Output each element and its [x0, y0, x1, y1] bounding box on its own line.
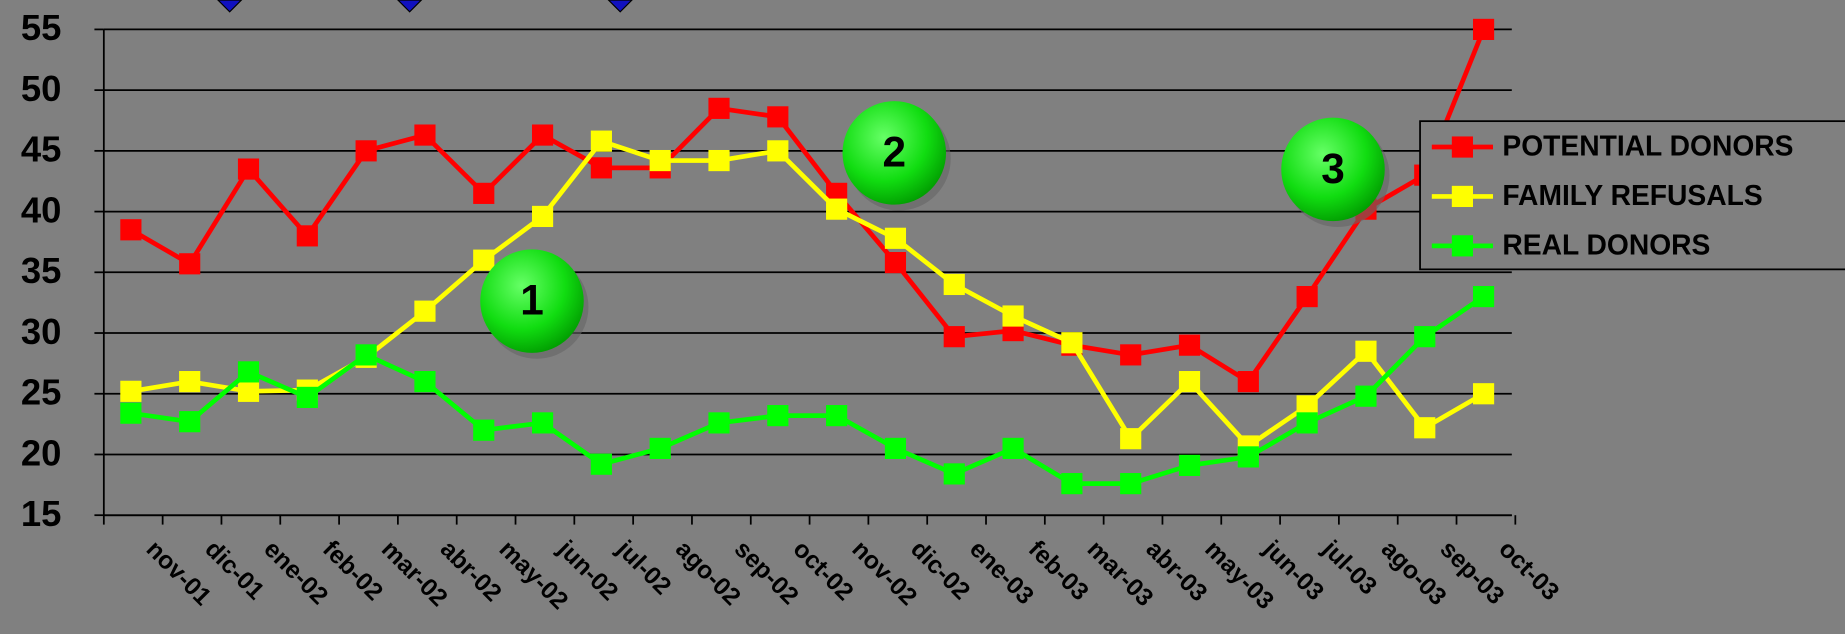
series-marker [1061, 332, 1083, 354]
legend-label: POTENTIAL DONORS [1502, 130, 1793, 162]
series-marker [414, 124, 436, 146]
y-tick-label: 55 [21, 7, 62, 48]
legend-swatch-marker [1451, 136, 1473, 158]
series-marker [1296, 412, 1318, 434]
series-marker [237, 380, 260, 402]
series-marker [531, 412, 554, 434]
series-marker [1237, 371, 1259, 393]
annotation-label: 3 [1321, 145, 1345, 192]
series-marker [1178, 454, 1201, 476]
series-marker [1120, 473, 1142, 495]
series-marker [649, 437, 671, 459]
series-marker [1120, 344, 1142, 366]
series-marker [179, 371, 201, 393]
series-marker [414, 300, 436, 322]
series-marker [826, 198, 848, 220]
series-marker [943, 463, 965, 485]
series-marker [826, 405, 848, 427]
series-marker [884, 437, 907, 459]
annotation-circle [842, 101, 947, 205]
series-marker [943, 326, 965, 348]
series-marker [590, 130, 612, 152]
series-marker [884, 252, 907, 274]
series-marker [1296, 286, 1318, 308]
legend-swatch-marker [1451, 185, 1473, 208]
series-marker [237, 361, 260, 383]
series-marker [590, 453, 612, 475]
series-marker [708, 97, 730, 119]
series-marker [473, 419, 495, 441]
annotation-circle [1281, 117, 1385, 222]
series-marker [767, 106, 789, 128]
series-marker [120, 402, 142, 424]
series-marker [943, 273, 965, 296]
series-marker [1472, 18, 1495, 40]
y-tick-label: 15 [21, 493, 62, 534]
series-marker [649, 149, 671, 172]
series-marker [120, 380, 142, 402]
series-marker [414, 371, 436, 393]
series-marker [708, 149, 730, 172]
series-marker [1414, 417, 1436, 439]
y-tick-label: 30 [21, 311, 62, 352]
series-marker [1472, 286, 1495, 308]
series-marker [237, 158, 260, 180]
series-marker [590, 157, 612, 179]
y-tick-label: 50 [21, 68, 62, 109]
y-tick-label: 20 [21, 432, 62, 473]
legend-label: FAMILY REFUSALS [1502, 179, 1762, 211]
series-marker [767, 140, 789, 162]
series-marker [120, 219, 142, 241]
series-marker [531, 124, 554, 146]
series-marker [179, 411, 201, 433]
series-marker [884, 227, 907, 249]
series-marker [1414, 326, 1436, 348]
series-marker [1002, 305, 1024, 327]
annotation-label: 2 [882, 128, 906, 175]
series-marker [179, 253, 201, 275]
y-tick-label: 35 [21, 250, 62, 291]
series-marker [473, 182, 495, 204]
y-tick-label: 25 [21, 372, 62, 413]
y-tick-label: 45 [21, 129, 62, 170]
annotation-circle [480, 249, 584, 353]
series-marker [1355, 340, 1377, 362]
series-marker [473, 249, 495, 271]
y-tick-label: 40 [21, 189, 62, 230]
legend-label: REAL DONORS [1502, 228, 1710, 260]
series-marker [1120, 428, 1142, 450]
series-line [129, 28, 1486, 385]
series-marker [1296, 395, 1318, 417]
annotation-label: 1 [520, 277, 544, 324]
series-marker [296, 386, 318, 408]
series-marker [531, 205, 554, 228]
legend-swatch-marker [1451, 235, 1473, 257]
series-marker [767, 405, 789, 427]
series-marker [1472, 383, 1495, 405]
series-marker [1061, 473, 1083, 495]
series-marker [1178, 334, 1201, 356]
series-marker [1355, 385, 1377, 407]
series-marker [355, 344, 377, 366]
series-marker [355, 140, 377, 162]
series-marker [708, 412, 730, 434]
series-marker [1002, 437, 1024, 459]
series-marker [296, 225, 318, 247]
series-marker [1178, 371, 1201, 393]
series-marker [1237, 446, 1259, 468]
event-markers [217, 0, 633, 13]
